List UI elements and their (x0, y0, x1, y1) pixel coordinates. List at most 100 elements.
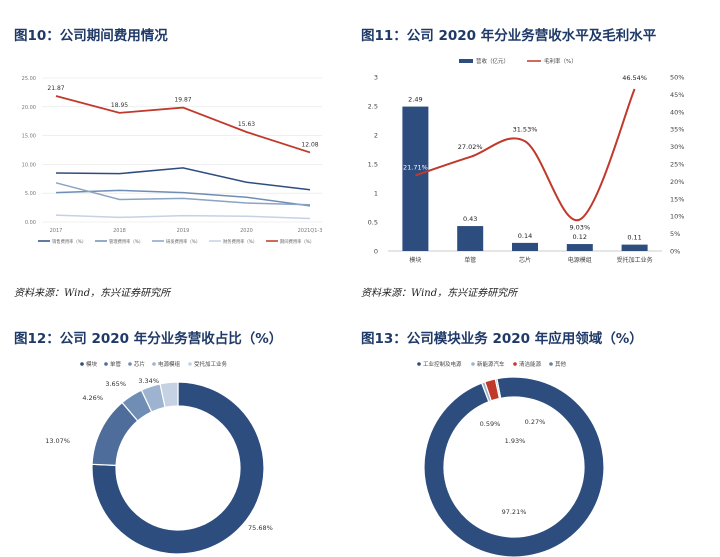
fig13-slice-label: 0.59% (480, 420, 501, 428)
fig13-legend-label: 清洁能源 (519, 360, 542, 368)
fig12-title: 图12：公司 2020 年分业务营收占比（%） (14, 331, 283, 347)
fig11-right-tick-label: 50% (670, 74, 684, 82)
fig11-x-tick-label: 模块 (409, 256, 421, 264)
fig13-legend-swatch (513, 362, 517, 366)
fig11-right-tick-label: 45% (670, 91, 684, 99)
fig11-legend-label: 营收（亿元） (476, 57, 509, 65)
fig11-bar (566, 244, 593, 251)
fig12-legend-swatch (188, 362, 192, 366)
fig10-y-tick-label: 25.00 (22, 76, 36, 82)
fig11-left-tick-label: 1.5 (368, 161, 378, 169)
fig11-margin-line (415, 88, 636, 221)
fig12-slice-label: 13.07% (45, 437, 70, 445)
fig13-legend-label: 新能源汽车 (477, 360, 505, 368)
fig11-bar (402, 106, 429, 251)
fig10-data-label: 19.87 (174, 97, 191, 104)
fig12-slice-label: 3.34% (138, 377, 159, 385)
fig11-right-tick-label: 20% (670, 178, 684, 186)
fig13-slice-label: 0.27% (525, 418, 546, 426)
fig11-line-label: 31.53% (513, 125, 538, 133)
fig12-legend-swatch (128, 362, 132, 366)
fig10-series-line (55, 189, 311, 207)
fig10-legend-label: 管理费用率（%） (109, 238, 143, 245)
fig11-legend-label: 毛利率（%） (544, 57, 577, 65)
fig12-legend-label: 模块 (86, 360, 98, 368)
fig10-data-label: 12.08 (301, 141, 318, 148)
fig10-y-tick-label: 10.00 (22, 162, 36, 168)
fig11-left-tick-label: 0.5 (368, 219, 378, 227)
fig12-legend-label: 单管 (110, 360, 122, 368)
fig11-bar-label: 0.14 (518, 232, 532, 240)
fig12-slice-label: 3.65% (105, 380, 126, 388)
fig12-legend-swatch (104, 362, 108, 366)
fig10-x-tick-label: 2019 (177, 228, 190, 234)
fig11-x-tick-label: 受托加工业务 (617, 256, 653, 264)
fig10-y-tick-label: 5.00 (25, 191, 36, 197)
fig13-slice (423, 376, 605, 557)
fig10-legend-label: 期间费用率（%） (280, 238, 314, 245)
fig11-bar (621, 244, 648, 251)
fig12-slice (159, 381, 179, 409)
fig10-y-tick-label: 15.00 (22, 134, 36, 140)
fig10-legend-label: 研发费用率（%） (166, 238, 200, 245)
fig11-legend-swatch (459, 59, 473, 63)
fig11-left-tick-label: 2 (374, 132, 378, 140)
fig10-title: 图10：公司期间费用情况 (14, 28, 168, 44)
fig11-right-tick-label: 15% (670, 195, 684, 203)
fig11-right-tick-label: 25% (670, 161, 684, 169)
fig11-source: 资料来源：Wind，东兴证券研究所 (361, 288, 518, 299)
fig12-legend-label: 受托加工业务 (194, 360, 228, 368)
fig11-left-tick-label: 1 (374, 190, 378, 198)
fig12-slice-label: 75.68% (248, 524, 273, 532)
fig13-slice-label: 1.93% (505, 437, 526, 445)
fig11-line-label: 27.02% (458, 143, 483, 151)
fig10-x-tick-label: 2017 (50, 228, 63, 234)
fig10-series-line (55, 95, 311, 154)
fig11-x-tick-label: 单管 (464, 256, 476, 264)
fig11-right-tick-label: 30% (670, 143, 684, 151)
fig10-series-line (55, 214, 311, 220)
fig11-line-label: 9.03% (569, 224, 590, 232)
fig10-data-label: 18.95 (111, 102, 128, 109)
fig13-slice (494, 377, 502, 400)
fig12-legend-label: 电源模组 (158, 360, 181, 368)
fig10-series-line (55, 182, 311, 206)
fig12-legend-swatch (152, 362, 156, 366)
fig11-x-tick-label: 电源模组 (568, 256, 592, 264)
fig10-x-tick-label: 2021Q1-3 (298, 228, 323, 234)
fig13-legend-swatch (417, 362, 421, 366)
fig10-data-label: 15.63 (238, 121, 255, 128)
fig13-legend-swatch (549, 362, 553, 366)
fig10-x-tick-label: 2020 (240, 228, 253, 234)
fig11-left-tick-label: 2.5 (368, 103, 378, 111)
fig10-legend-label: 销售费用率（%） (52, 238, 86, 245)
fig13-title: 图13：公司模块业务 2020 年应用领域（%） (361, 331, 643, 347)
fig10-source: 资料来源：Wind，东兴证券研究所 (14, 288, 171, 299)
fig13-slice-label: 97.21% (502, 508, 527, 516)
fig11-title: 图11：公司 2020 年分业务营收水平及毛利水平 (361, 28, 657, 44)
fig11-bar-label: 2.49 (408, 96, 422, 104)
fig11-bar-label: 0.12 (573, 233, 587, 241)
fig11-right-tick-label: 40% (670, 108, 684, 116)
fig11-line-label: 46.54% (622, 74, 647, 82)
fig12-slice (91, 381, 265, 555)
fig11-right-tick-label: 0% (670, 248, 680, 256)
fig11-right-tick-label: 35% (670, 126, 684, 134)
fig11-bar (512, 242, 538, 251)
fig11-left-tick-label: 3 (374, 74, 378, 82)
fig11-bar-label: 0.43 (463, 215, 477, 223)
fig10-legend-label: 财务费用率（%） (223, 238, 257, 245)
fig12-slice-label: 4.26% (82, 394, 103, 402)
fig13-legend-label: 工业控制及电源 (423, 360, 462, 368)
fig11-x-tick-label: 芯片 (519, 256, 531, 264)
fig11-right-tick-label: 5% (670, 230, 680, 238)
fig11-left-tick-label: 0 (374, 248, 378, 256)
fig12-legend-label: 芯片 (134, 360, 145, 368)
fig10-y-tick-label: 20.00 (22, 105, 36, 111)
fig10-x-tick-label: 2018 (113, 228, 126, 234)
fig10-data-label: 21.87 (47, 85, 64, 92)
fig11-line-label: 21.71% (403, 163, 428, 171)
fig13-legend-label: 其他 (555, 360, 567, 368)
fig11-right-tick-label: 10% (670, 213, 684, 221)
